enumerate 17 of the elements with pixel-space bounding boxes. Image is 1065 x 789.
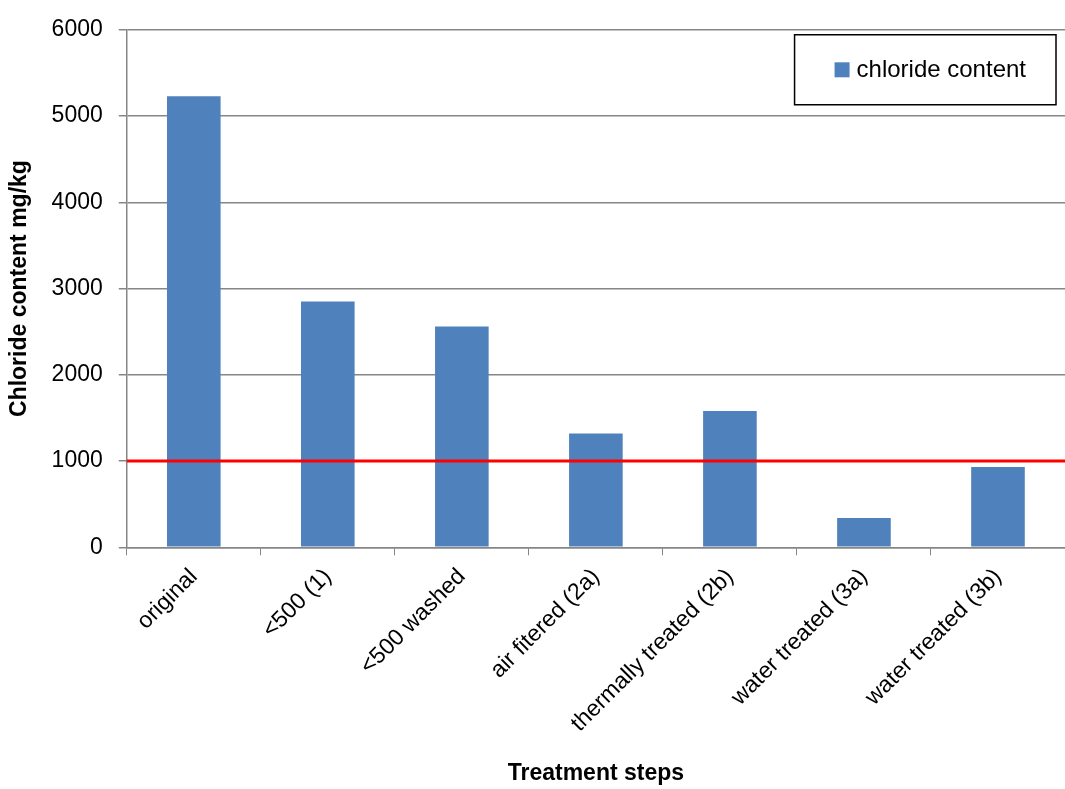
bar xyxy=(435,326,489,547)
y-tick-label: 4000 xyxy=(51,187,103,214)
y-tick-label: 6000 xyxy=(51,15,103,42)
bar xyxy=(971,467,1025,547)
legend-label: chloride content xyxy=(856,55,1027,83)
bar xyxy=(301,301,355,547)
bar xyxy=(837,517,891,547)
y-axis-title: Chloride content mg/kg xyxy=(5,160,32,417)
bar xyxy=(569,433,623,547)
x-axis-title: Treatment steps xyxy=(507,758,685,785)
y-tick-label: 2000 xyxy=(51,360,103,387)
y-tick-label: 0 xyxy=(89,532,103,559)
bar xyxy=(703,411,757,547)
y-tick-label: 3000 xyxy=(51,273,103,300)
y-tick-label: 5000 xyxy=(51,101,103,128)
bar xyxy=(166,96,221,547)
y-tick-label: 1000 xyxy=(51,446,103,473)
